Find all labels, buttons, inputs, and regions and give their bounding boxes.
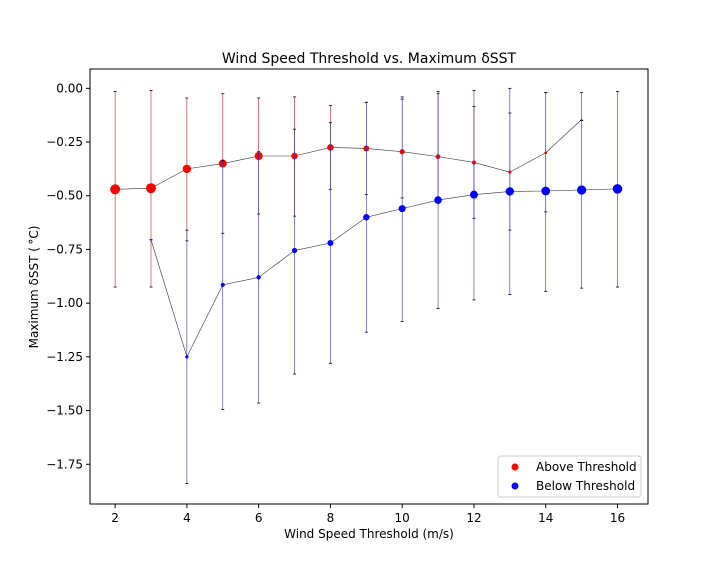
data-point-below [469,190,478,199]
x-axis: 2 4 6 8 10 12 14 16 [111,504,625,525]
series-line-above [115,119,582,190]
x-tick-label: 2 [111,511,119,525]
x-tick-label: 8 [327,511,335,525]
y-tick-label: −1.50 [46,404,83,418]
x-tick-label: 12 [466,511,481,525]
data-point-above [110,184,121,195]
data-point-below [256,275,261,280]
legend: Above Threshold Below Threshold [497,455,642,498]
data-point-below [327,240,334,246]
legend-label-below: Below Threshold [536,479,635,493]
series-line-below [150,188,618,358]
x-axis-label: Wind Speed Threshold (m/s) [284,527,454,541]
y-axis: 0.00 −0.25 −0.50 −0.75 −1.00 −1.25 −1.50 −1.75 [46,81,90,471]
data-point-above [146,183,157,194]
plot-area [110,87,623,484]
data-point-below [541,186,551,196]
y-tick-label: 0.00 [56,81,83,95]
y-tick-label: −0.25 [46,135,83,149]
data-point-below [363,214,370,221]
y-tick-label: −1.25 [46,350,83,364]
legend-box [497,455,642,498]
chart-title: Wind Speed Threshold vs. Maximum δSST [222,51,517,67]
data-point-below [612,184,623,194]
y-tick-label: −1.00 [46,296,83,310]
data-point-below [577,185,587,195]
axes-frame [89,68,649,505]
legend-marker-above [511,463,519,471]
y-tick-label: −0.75 [46,242,83,256]
data-point-below [220,282,225,287]
y-tick-label: −1.75 [46,457,83,471]
y-tick-label: −0.50 [46,189,83,203]
x-tick-label: 14 [538,511,553,525]
legend-label-above: Above Threshold [536,460,637,474]
data-point-below [291,247,298,254]
x-tick-label: 10 [395,511,410,525]
legend-marker-below [511,482,519,490]
data-point-below [398,205,406,213]
x-tick-label: 16 [610,511,625,525]
data-point-below [434,196,442,204]
data-point-above [182,164,192,174]
data-point-below [150,238,152,241]
data-point-below [505,187,515,196]
x-tick-label: 6 [255,511,263,525]
data-point-below [185,355,189,359]
x-tick-label: 4 [183,511,191,525]
y-axis-label: Maximum δSST ( °C) [27,226,41,349]
